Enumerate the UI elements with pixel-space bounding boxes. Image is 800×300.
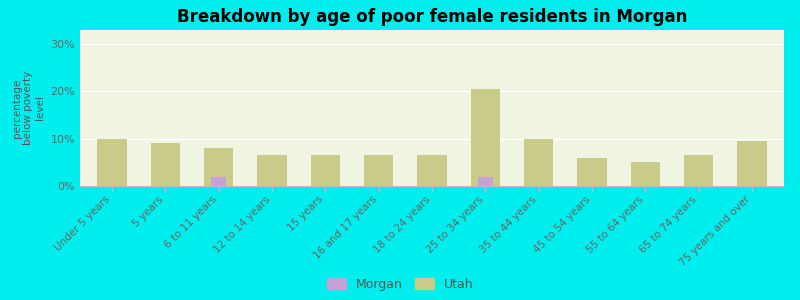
Bar (258, 155, 286, 186)
Bar (738, 141, 766, 186)
Bar (578, 158, 606, 186)
Bar (310, 155, 340, 186)
Bar (630, 162, 660, 186)
Bar (418, 155, 446, 186)
Bar (150, 143, 180, 186)
Bar (684, 155, 714, 186)
Bar (98, 139, 126, 186)
Bar (478, 176, 493, 186)
Legend: Morgan, Utah: Morgan, Utah (326, 278, 474, 291)
Bar (364, 155, 394, 186)
Bar (211, 176, 226, 186)
Bar (524, 139, 554, 186)
Y-axis label: percentage
below poverty
level: percentage below poverty level (12, 71, 45, 145)
Bar (204, 148, 234, 186)
Title: Breakdown by age of poor female residents in Morgan: Breakdown by age of poor female resident… (177, 8, 687, 26)
Bar (470, 89, 500, 186)
